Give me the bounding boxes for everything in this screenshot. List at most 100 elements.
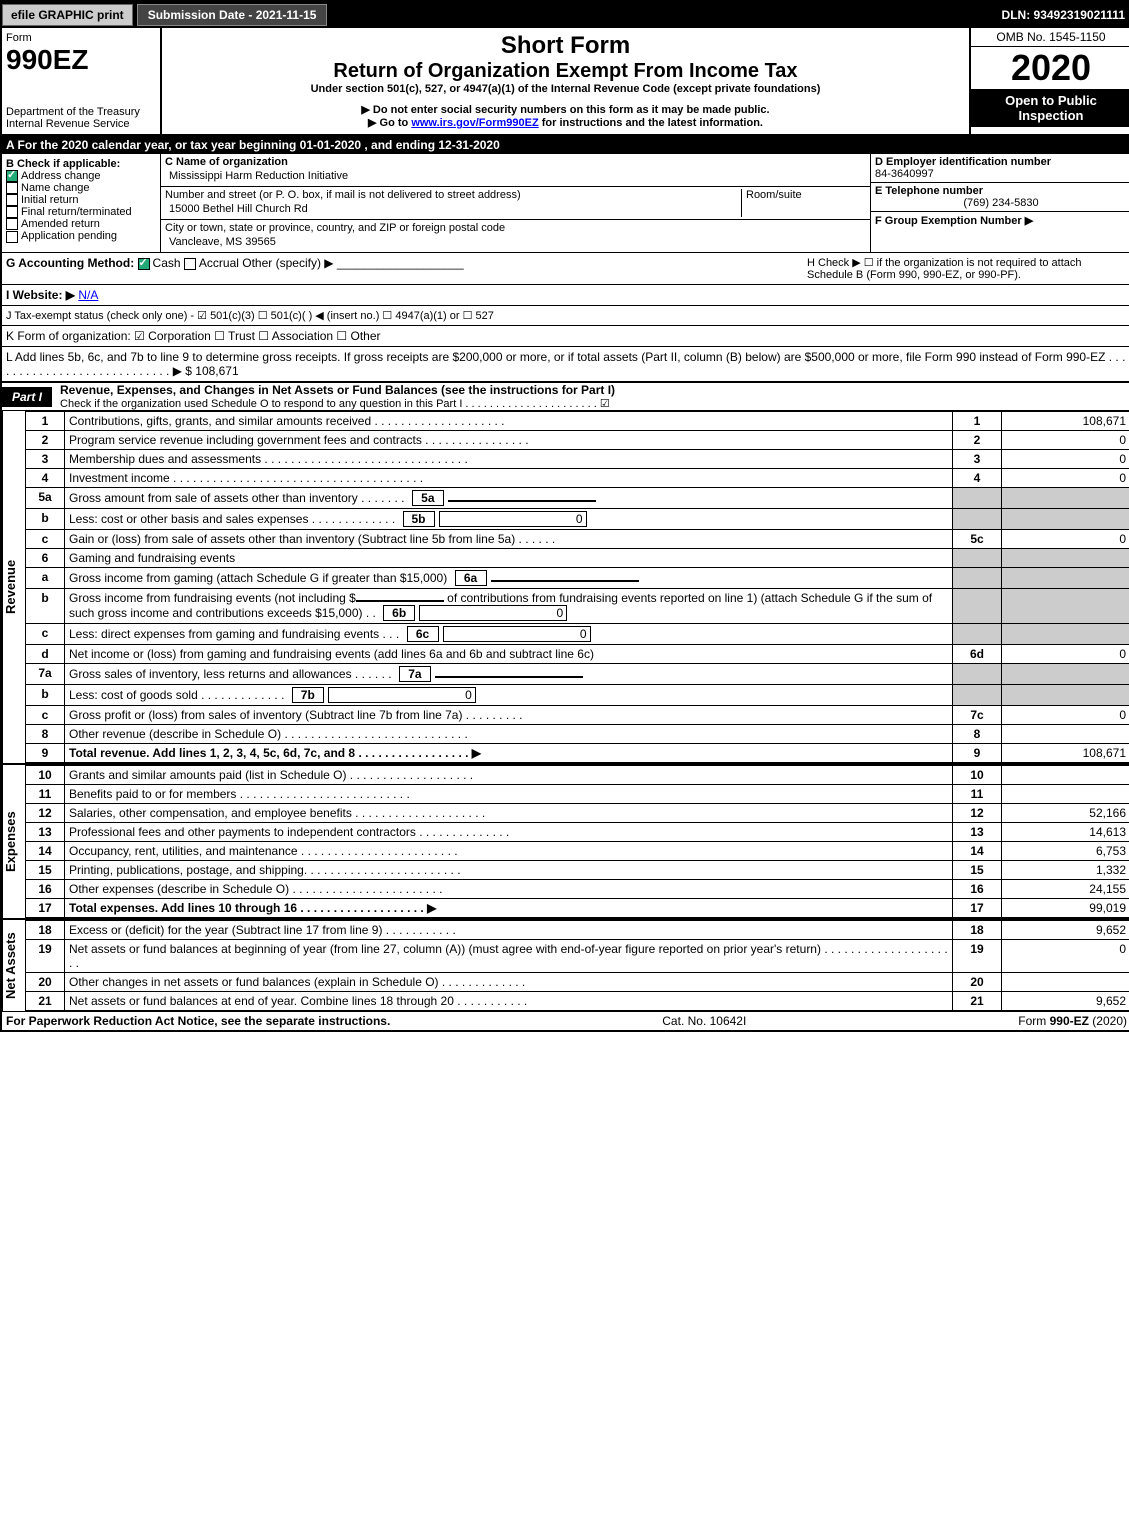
- irs-link[interactable]: www.irs.gov/Form990EZ: [411, 117, 538, 129]
- shaded-cell: [953, 685, 1002, 706]
- checkbox-cash[interactable]: [138, 258, 150, 270]
- line-text: Less: cost of goods sold . . . . . . . .…: [65, 685, 953, 706]
- line-text: Program service revenue including govern…: [65, 431, 953, 450]
- shaded-cell: [953, 664, 1002, 685]
- net-assets-table: 18Excess or (deficit) for the year (Subt…: [25, 920, 1129, 1011]
- omb-number: OMB No. 1545-1150: [971, 28, 1129, 47]
- part-1-tab: Part I: [2, 387, 52, 407]
- part-1-title: Revenue, Expenses, and Changes in Net As…: [60, 383, 615, 397]
- line-text: Occupancy, rent, utilities, and maintena…: [65, 842, 953, 861]
- line-box: 13: [953, 823, 1002, 842]
- label-telephone: E Telephone number: [875, 185, 1127, 197]
- line-text: Total revenue. Add lines 1, 2, 3, 4, 5c,…: [65, 744, 953, 763]
- line-text: Membership dues and assessments . . . . …: [65, 450, 953, 469]
- label-website: I Website: ▶: [6, 288, 75, 302]
- line-box: 18: [953, 921, 1002, 940]
- line-value: 52,166: [1002, 804, 1129, 823]
- line-box: 15: [953, 861, 1002, 880]
- under-section: Under section 501(c), 527, or 4947(a)(1)…: [166, 83, 965, 95]
- line-num: 6: [26, 549, 65, 568]
- line-num: 20: [26, 973, 65, 992]
- line-text: Salaries, other compensation, and employ…: [65, 804, 953, 823]
- part-1-check-line: Check if the organization used Schedule …: [60, 397, 615, 410]
- line-value: 0: [1002, 706, 1129, 725]
- line-box: 16: [953, 880, 1002, 899]
- checkbox-initial-return[interactable]: [6, 194, 18, 206]
- chk-label: Application pending: [21, 230, 117, 242]
- line-num: c: [26, 706, 65, 725]
- line-num: 1: [26, 412, 65, 431]
- checkbox-address-change[interactable]: [6, 170, 18, 182]
- line-text: Less: cost or other basis and sales expe…: [65, 509, 953, 530]
- checkbox-accrual[interactable]: [184, 258, 196, 270]
- side-label-expenses: Expenses: [2, 765, 25, 918]
- page-footer: For Paperwork Reduction Act Notice, see …: [2, 1011, 1129, 1030]
- line-num: 11: [26, 785, 65, 804]
- line-value: [1002, 973, 1129, 992]
- checkbox-final-return[interactable]: [6, 206, 18, 218]
- shaded-cell: [1002, 685, 1129, 706]
- chk-label: Amended return: [21, 218, 100, 230]
- line-num: c: [26, 530, 65, 549]
- line-box: 11: [953, 785, 1002, 804]
- org-name: Mississippi Harm Reduction Initiative: [165, 168, 866, 184]
- line-text: Total expenses. Add lines 10 through 16 …: [65, 899, 953, 918]
- line-num: 16: [26, 880, 65, 899]
- efile-print-button[interactable]: efile GRAPHIC print: [2, 4, 133, 26]
- opt-other: Other (specify) ▶: [242, 256, 333, 270]
- goto-suffix: for instructions and the latest informat…: [539, 117, 763, 129]
- shaded-cell: [1002, 488, 1129, 509]
- line-text: Printing, publications, postage, and shi…: [65, 861, 953, 880]
- shaded-cell: [1002, 664, 1129, 685]
- line-value: [1002, 785, 1129, 804]
- line-box: 4: [953, 469, 1002, 488]
- row-j-tax-exempt: J Tax-exempt status (check only one) - ☑…: [2, 306, 1129, 326]
- line-num: 8: [26, 725, 65, 744]
- line-value: [1002, 725, 1129, 744]
- top-bar: efile GRAPHIC print Submission Date - 20…: [2, 2, 1129, 28]
- row-l-amount: 108,671: [195, 364, 238, 378]
- line-num: b: [26, 685, 65, 706]
- line-text: Investment income . . . . . . . . . . . …: [65, 469, 953, 488]
- line-num: a: [26, 568, 65, 589]
- line-num: 21: [26, 992, 65, 1011]
- line-text: Gross income from gaming (attach Schedul…: [65, 568, 953, 589]
- checkbox-amended-return[interactable]: [6, 218, 18, 230]
- checkbox-name-change[interactable]: [6, 182, 18, 194]
- footer-left: For Paperwork Reduction Act Notice, see …: [6, 1014, 390, 1028]
- line-num: 19: [26, 940, 65, 973]
- chk-label: Address change: [21, 170, 101, 182]
- checkbox-app-pending[interactable]: [6, 231, 18, 243]
- line-box: 19: [953, 940, 1002, 973]
- side-label-revenue: Revenue: [2, 411, 25, 763]
- line-text: Gross amount from sale of assets other t…: [65, 488, 953, 509]
- open-to-public: Open to Public Inspection: [971, 89, 1129, 127]
- line-value: 99,019: [1002, 899, 1129, 918]
- label-ein: D Employer identification number: [875, 156, 1127, 168]
- row-h-schedule-b: H Check ▶ ☐ if the organization is not r…: [807, 256, 1127, 281]
- line-box: 17: [953, 899, 1002, 918]
- website-value[interactable]: N/A: [78, 288, 98, 302]
- line-num: 14: [26, 842, 65, 861]
- line-value: 0: [1002, 469, 1129, 488]
- opt-accrual: Accrual: [199, 256, 239, 270]
- dept-treasury: Department of the Treasury: [6, 106, 156, 118]
- line-num: 12: [26, 804, 65, 823]
- shaded-cell: [953, 589, 1002, 624]
- line-box: 3: [953, 450, 1002, 469]
- shaded-cell: [1002, 624, 1129, 645]
- line-value: 108,671: [1002, 412, 1129, 431]
- revenue-table: 1Contributions, gifts, grants, and simil…: [25, 411, 1129, 763]
- label-accounting-method: G Accounting Method:: [6, 256, 134, 270]
- short-form-title: Short Form: [166, 32, 965, 60]
- org-city: Vancleave, MS 39565: [165, 234, 866, 250]
- line-value: 108,671: [1002, 744, 1129, 763]
- line-num: 2: [26, 431, 65, 450]
- line-box: 6d: [953, 645, 1002, 664]
- ein-value: 84-3640997: [875, 168, 1127, 180]
- submission-date-button[interactable]: Submission Date - 2021-11-15: [137, 4, 328, 26]
- goto-prefix: ▶ Go to: [368, 117, 411, 129]
- line-num: c: [26, 624, 65, 645]
- line-num: b: [26, 509, 65, 530]
- footer-right: Form 990-EZ (2020): [1018, 1014, 1127, 1028]
